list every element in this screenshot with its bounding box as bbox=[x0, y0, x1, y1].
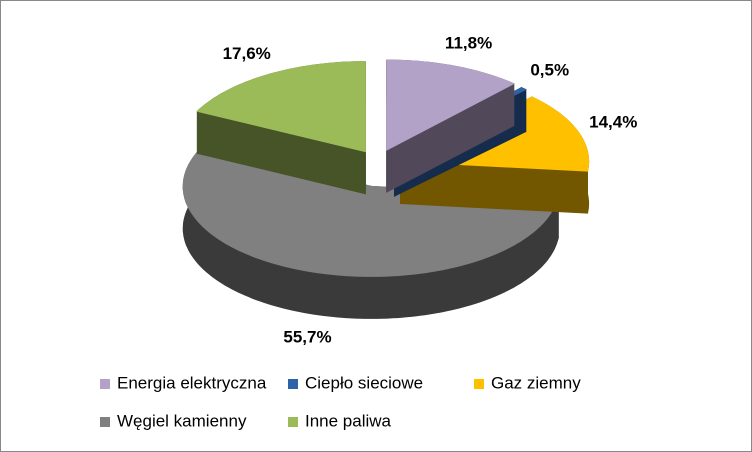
legend-swatch bbox=[474, 379, 484, 389]
legend-swatch bbox=[100, 379, 110, 389]
legend-swatch bbox=[288, 417, 298, 427]
legend: Energia elektryczna Ciepło sieciowe Gaz zi… bbox=[100, 373, 581, 430]
legend-label: Inne paliwa bbox=[305, 411, 392, 430]
slice-wall bbox=[520, 86, 527, 133]
pie: 55,7% 14,4% 0,5% 17,6% 11,8% bbox=[182, 33, 637, 346]
slice bbox=[182, 145, 559, 277]
value-label: 0,5% bbox=[530, 61, 569, 80]
slice bbox=[386, 59, 515, 151]
value-label: 11,8% bbox=[445, 33, 492, 52]
legend-swatch bbox=[288, 379, 298, 389]
value-label: 14,4% bbox=[589, 112, 637, 131]
legend-label: Węgiel kamienny bbox=[117, 411, 247, 430]
legend-label: Gaz ziemny bbox=[491, 373, 581, 392]
slice bbox=[196, 61, 366, 153]
legend-label: Ciepło sieciowe bbox=[305, 373, 423, 392]
value-label: 55,7% bbox=[283, 327, 331, 346]
value-label: 17,6% bbox=[223, 44, 271, 63]
legend-label: Energia elektryczna bbox=[117, 373, 267, 392]
legend-swatch bbox=[100, 417, 110, 427]
